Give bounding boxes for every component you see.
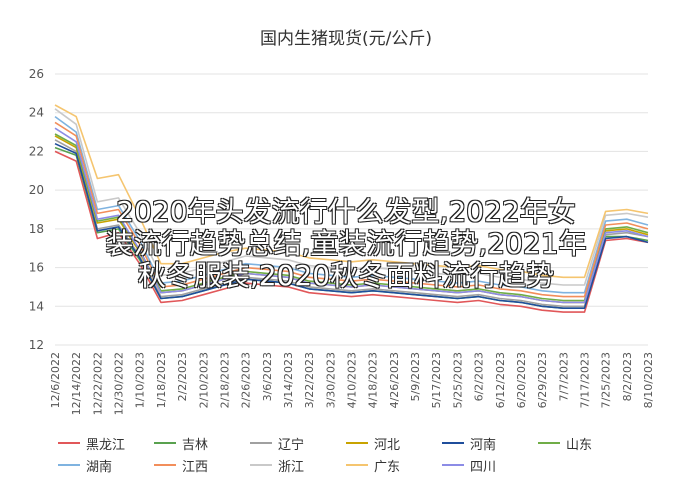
x-tick-label: 6/20/2023 — [515, 352, 528, 408]
x-tick-label: 7/25/2023 — [600, 352, 613, 408]
legend-item[interactable]: 浙江 — [250, 456, 346, 475]
x-tick-label: 7/17/2023 — [578, 352, 591, 408]
x-tick-label: 12/22/2022 — [91, 352, 104, 415]
overlay-headline: 2020年头发流行什么发型,2022年女 装流行趋势总结,童装流行趋势,2021… — [0, 196, 692, 292]
legend-item[interactable]: 江西 — [154, 456, 250, 475]
overlay-line-2: 装流行趋势总结,童装流行趋势,2021年 — [105, 227, 587, 260]
series-line-7 — [54, 121, 649, 298]
series-lines — [54, 104, 649, 313]
legend-label: 黑龙江 — [86, 437, 126, 453]
x-tick-label: 2/10/2023 — [197, 352, 210, 408]
series-line-6 — [54, 115, 649, 294]
y-axis-ticks: 12 14 16 18 20 22 24 26 — [29, 67, 44, 352]
legend-swatch — [442, 442, 464, 444]
legend-label: 河南 — [470, 437, 497, 453]
y-tick-label: 14 — [29, 299, 44, 313]
legend-item[interactable]: 河北 — [346, 434, 442, 453]
legend-row: 黑龙江 吉林 辽宁 河北 河南 山东 — [58, 432, 658, 454]
legend-swatch — [442, 464, 464, 466]
y-tick-label: 24 — [29, 106, 44, 120]
x-tick-label: 6/12/2023 — [494, 352, 507, 408]
x-tick-label: 2/18/2023 — [218, 352, 231, 408]
x-tick-label: 3/6/2023 — [261, 352, 274, 401]
legend-label: 山东 — [566, 437, 593, 453]
x-tick-label: 1/10/2023 — [134, 352, 147, 408]
legend-swatch — [250, 442, 272, 444]
x-tick-label: 3/30/2023 — [324, 352, 337, 408]
x-tick-label: 3/22/2023 — [303, 352, 316, 408]
legend-swatch — [154, 464, 176, 466]
legend-row: 湖南 江西 浙江 广东 四川 — [58, 454, 658, 476]
legend-label: 四川 — [470, 459, 497, 475]
overlay-line-3: 秋冬服装,2020秋冬面料流行趋势 — [137, 259, 555, 292]
legend-swatch — [250, 464, 272, 466]
series-line-9 — [54, 104, 649, 279]
legend-item[interactable]: 黑龙江 — [58, 434, 154, 453]
legend-item[interactable]: 河南 — [442, 434, 538, 453]
legend-label: 浙江 — [278, 459, 305, 475]
y-tick-label: 26 — [29, 67, 44, 81]
y-tick-label: 12 — [29, 338, 44, 352]
legend-label: 辽宁 — [278, 437, 305, 453]
x-tick-label: 7/7/2023 — [557, 352, 570, 401]
x-tick-label: 12/6/2022 — [49, 352, 62, 408]
legend-swatch — [58, 464, 80, 466]
legend-swatch — [538, 442, 560, 444]
legend-item[interactable]: 山东 — [538, 434, 634, 453]
y-tick-label: 18 — [29, 222, 44, 236]
x-tick-label: 5/25/2023 — [451, 352, 464, 408]
legend-swatch — [346, 442, 368, 444]
chart-legend: 黑龙江 吉林 辽宁 河北 河南 山东湖南 江西 浙江 广东 四川 — [58, 432, 658, 476]
legend-swatch — [58, 442, 80, 444]
overlay-line-1: 2020年头发流行什么发型,2022年女 — [116, 195, 576, 228]
x-tick-label: 12/30/2022 — [113, 352, 126, 415]
legend-label: 江西 — [182, 459, 209, 475]
x-tick-label: 4/18/2023 — [367, 352, 380, 408]
x-tick-label: 4/10/2023 — [346, 352, 359, 408]
x-tick-label: 12/14/2022 — [70, 352, 83, 415]
x-tick-label: 1/18/2023 — [155, 352, 168, 408]
legend-item[interactable]: 吉林 — [154, 434, 250, 453]
x-tick-label: 4/26/2023 — [388, 352, 401, 408]
x-tick-label: 5/17/2023 — [430, 352, 443, 408]
series-line-4 — [54, 142, 649, 310]
series-line-8 — [54, 108, 649, 286]
y-tick-label: 20 — [29, 183, 44, 197]
x-tick-label: 2/2/2023 — [176, 352, 189, 401]
series-line-10 — [54, 127, 649, 304]
legend-swatch — [346, 464, 368, 466]
x-tick-label: 6/2/2023 — [473, 352, 486, 401]
x-tick-label: 5/9/2023 — [409, 352, 422, 401]
x-tick-label: 6/29/2023 — [536, 352, 549, 408]
y-tick-label: 22 — [29, 144, 44, 158]
legend-item[interactable]: 广东 — [346, 456, 442, 475]
legend-swatch — [154, 442, 176, 444]
y-tick-label: 16 — [29, 261, 44, 275]
legend-item[interactable]: 四川 — [442, 456, 538, 475]
x-tick-label: 8/10/2023 — [642, 352, 655, 408]
x-tick-label: 8/2/2023 — [621, 352, 634, 401]
x-axis-ticks: 12/6/2022 12/14/2022 12/22/2022 12/30/2022 1… — [49, 352, 655, 415]
legend-label: 广东 — [374, 459, 401, 475]
legend-item[interactable]: 湖南 — [58, 456, 154, 475]
series-line-0 — [54, 150, 649, 313]
legend-label: 湖南 — [86, 459, 113, 475]
x-tick-label: 3/14/2023 — [282, 352, 295, 408]
x-tick-label: 2/26/2023 — [240, 352, 253, 408]
legend-item[interactable]: 辽宁 — [250, 434, 346, 453]
chart-title: 国内生猪现货(元/公斤) — [260, 29, 432, 49]
legend-label: 河北 — [374, 437, 401, 453]
series-line-2 — [54, 139, 649, 308]
legend-label: 吉林 — [182, 437, 209, 453]
